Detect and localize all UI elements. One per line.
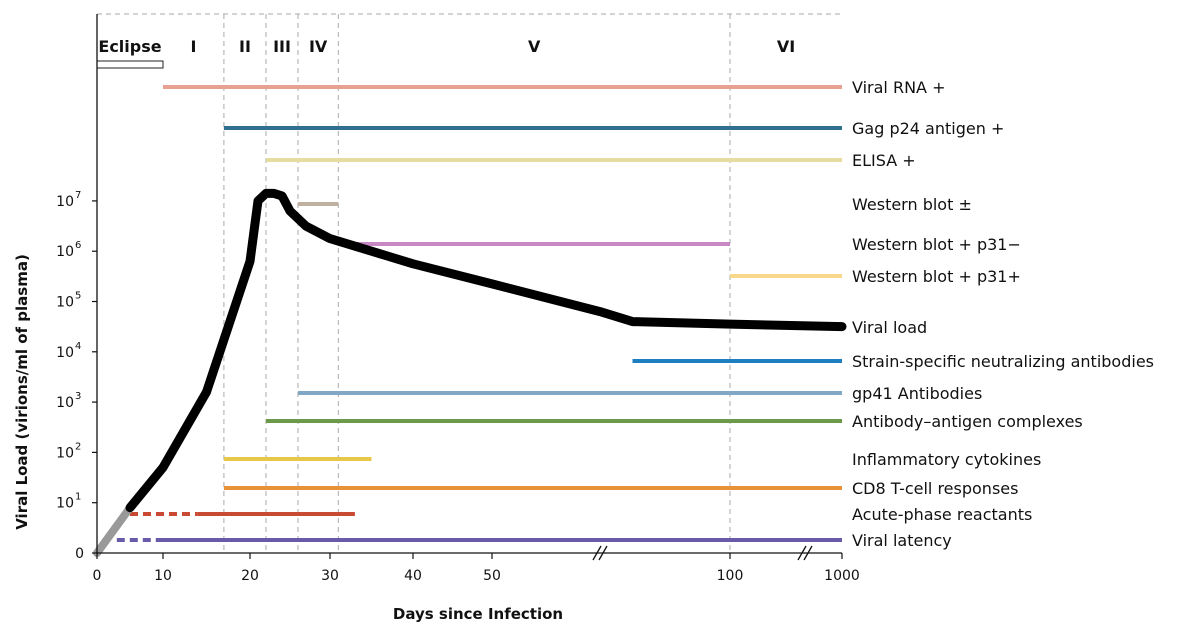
marker-label: Antibody–antigen complexes — [852, 412, 1083, 431]
axes-layer — [96, 14, 842, 554]
marker-label: Gag p24 antigen + — [852, 119, 1004, 138]
marker-label: ELISA + — [852, 151, 916, 170]
marker-label: Viral RNA + — [852, 78, 945, 97]
viral-load-line — [125, 188, 847, 513]
y-tick-exponent: 7 — [75, 190, 81, 201]
marker-label: Western blot + p31− — [852, 235, 1021, 254]
axis-break-mark — [797, 545, 807, 561]
y-axis-label: Viral Load (virions/ml of plasma) — [13, 254, 31, 530]
marker-label: Acute-phase reactants — [852, 505, 1032, 524]
stage-label: I — [190, 37, 196, 56]
marker-label: Western blot + p31+ — [852, 267, 1021, 286]
x-tick-label: 20 — [241, 568, 259, 584]
y-tick-label: 0 — [75, 546, 84, 562]
marker-label: Viral latency — [852, 531, 952, 550]
axis-break-mark — [592, 545, 602, 561]
y-tick-exponent: 1 — [75, 492, 81, 503]
x-tick-label: 30 — [321, 568, 339, 584]
marker-label: Inflammatory cytokines — [852, 450, 1041, 469]
stage-label: III — [273, 37, 291, 56]
y-tick-exponent: 6 — [75, 240, 81, 251]
y-tick-label: 10 — [56, 295, 74, 311]
y-tick-label: 10 — [56, 244, 74, 260]
marker-label: CD8 T-cell responses — [852, 479, 1018, 498]
viral-load-label: Viral load — [852, 318, 927, 337]
axis-break-mark — [803, 545, 813, 561]
axis-break-mark — [598, 545, 608, 561]
marker-bars-layer: Viral RNA + Gag p24 antigen + ELISA + Weste… — [116, 78, 1154, 550]
y-tick-label: 10 — [56, 194, 74, 210]
x-tick-label: 0 — [93, 568, 102, 584]
y-tick-exponent: 5 — [75, 291, 81, 302]
y-tick-exponent: 2 — [75, 441, 81, 452]
y-tick-label: 10 — [56, 395, 74, 411]
marker-label: Western blot ± — [852, 195, 972, 214]
marker-label: Strain-specific neutralizing antibodies — [852, 352, 1154, 371]
grid-layer — [97, 13, 842, 553]
x-tick-label: 1000 — [824, 568, 860, 584]
y-tick-exponent: 4 — [75, 341, 81, 352]
x-tick-label: 50 — [483, 568, 501, 584]
y-tick-exponent: 3 — [75, 391, 81, 402]
stage-label: VI — [777, 37, 795, 56]
stage-label: II — [239, 37, 251, 56]
viral-load-early-segment — [93, 503, 134, 557]
y-tick-label: 10 — [56, 445, 74, 461]
stage-layer: Eclipse I II III IV V VI — [96, 37, 795, 69]
eclipse-label: Eclipse — [98, 37, 161, 56]
stage-label: V — [528, 37, 541, 56]
x-tick-label: 10 — [154, 568, 172, 584]
x-tick-label: 40 — [404, 568, 422, 584]
eclipse-bar — [96, 60, 164, 69]
x-tick-label: 100 — [717, 568, 744, 584]
stage-label: IV — [309, 37, 328, 56]
y-tick-label: 10 — [56, 345, 74, 361]
x-axis-label: Days since Infection — [393, 605, 563, 623]
viral-load-curve-layer: Viral load — [93, 188, 927, 557]
tick-layer: 010 110 210 310 410 510 610 70 10 20 30 40 50 100 1000 — [56, 190, 860, 584]
marker-label: gp41 Antibodies — [852, 384, 982, 403]
y-tick-label: 10 — [56, 496, 74, 512]
